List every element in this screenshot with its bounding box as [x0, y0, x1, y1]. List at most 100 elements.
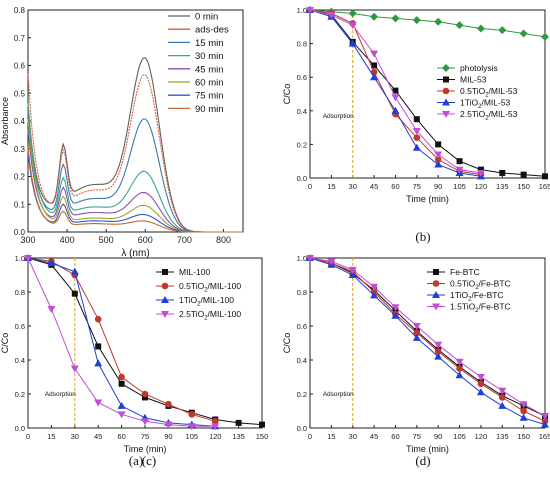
- data-point: [519, 413, 528, 421]
- y-tick-label: 0.6: [14, 62, 26, 71]
- data-point: [327, 12, 336, 20]
- x-tick-label: 500: [99, 235, 114, 245]
- y-tick-label: 0.5: [14, 89, 26, 98]
- legend-label: photolysis: [460, 63, 498, 73]
- legend-name: MIL-100: [179, 267, 210, 277]
- data-point: [413, 134, 421, 141]
- panel-caption: (b): [415, 229, 430, 244]
- legend-subscript: 2: [197, 302, 201, 308]
- data-point: [434, 341, 443, 349]
- data-point: [235, 419, 242, 426]
- x-axis-label: λ (nm): [121, 248, 149, 259]
- data-point: [434, 352, 443, 360]
- legend-suffix: /MIL-53: [489, 109, 518, 119]
- data-point: [348, 22, 357, 30]
- adsorption-label: Adsorption: [323, 391, 354, 398]
- legend-marker: [161, 282, 169, 290]
- data-point: [370, 50, 379, 58]
- data-point: [455, 371, 464, 379]
- panel-d: 0 15 30 45 60 75 90 105 120 135 150 165 0.0 0.2 0.4 0.6…: [282, 254, 550, 468]
- legend-marker: [442, 87, 450, 95]
- y-axis-label: C/Co: [282, 333, 292, 354]
- data-point: [348, 271, 357, 278]
- legend-suffix: /Fe-BTC: [471, 290, 503, 300]
- x-tick-label: 90: [164, 432, 172, 441]
- x-tick-label: 60: [391, 182, 399, 191]
- data-point: [476, 169, 485, 177]
- data-point: [542, 173, 548, 180]
- x-tick-label: 400: [60, 235, 75, 245]
- data-point: [164, 421, 173, 429]
- legend-marker: [161, 296, 169, 303]
- legend-marker: [432, 303, 440, 311]
- data-point: [392, 87, 399, 94]
- y-tick-label: 0.4: [297, 356, 307, 365]
- x-tick-label: 300: [20, 235, 35, 245]
- legend-label: 45 min: [195, 64, 224, 75]
- x-tick-label: 105: [186, 432, 199, 441]
- x-tick-label: 165: [539, 182, 550, 191]
- y-tick-label: 0.2: [15, 390, 25, 399]
- legend-suffix: /MIL-100: [208, 281, 242, 291]
- data-point: [327, 258, 336, 266]
- data-point: [94, 315, 102, 323]
- data-point: [476, 24, 485, 33]
- x-tick-label: 75: [141, 432, 149, 441]
- x-tick-label: 15: [47, 432, 55, 441]
- data-point: [47, 306, 56, 313]
- legend-suffix: /Fe-BTC: [479, 302, 511, 312]
- x-tick-label: 0: [26, 432, 30, 441]
- panel-b: 0 15 30 45 60 75 90 105 120 135 150 165 0.0 0.2 0.4 0.6…: [282, 6, 550, 244]
- data-point: [456, 158, 463, 165]
- data-point: [348, 266, 357, 274]
- series-line: [309, 257, 546, 426]
- panel-caption: (a): [129, 453, 143, 468]
- adsorption-label: Adsorption: [45, 391, 76, 398]
- legend-suffix: /MIL-53: [481, 98, 510, 108]
- x-tick-label: 700: [177, 235, 192, 245]
- x-tick-label: 150: [517, 432, 530, 441]
- y-axis-label: Absorbance: [0, 97, 10, 145]
- legend-marker: [442, 98, 450, 106]
- plot-frame: [309, 257, 546, 429]
- legend-label: 1TiO2/MIL-100: [179, 295, 234, 308]
- x-axis-label: Time (min): [124, 444, 167, 454]
- panel-a: 300 400 500 600 700 8000.00.10.20.30.40.50.60…: [0, 6, 244, 468]
- data-point: [118, 373, 125, 381]
- x-tick-label: 30: [349, 182, 357, 191]
- data-point: [412, 143, 421, 151]
- data-point: [519, 401, 528, 409]
- legend-label: MIL-53: [460, 75, 487, 85]
- legend-name: MIL-53: [460, 75, 487, 85]
- legend-label: 15 min: [195, 38, 224, 49]
- legend-label: 2.5TiO2/MIL-100: [179, 309, 241, 322]
- panel-caption: (d): [415, 453, 430, 468]
- data-point: [520, 171, 527, 178]
- x-tick-label: 90: [434, 432, 442, 441]
- data-point: [455, 21, 464, 30]
- data-point: [434, 156, 442, 163]
- data-point: [370, 12, 379, 21]
- data-point: [370, 73, 379, 81]
- data-point: [434, 160, 443, 168]
- legend-marker: [442, 64, 450, 72]
- data-point: [142, 394, 148, 401]
- data-point: [117, 401, 126, 409]
- data-point: [434, 151, 443, 159]
- y-tick-label: 0.8: [297, 288, 307, 297]
- legend-name: 0.5TiO: [179, 281, 205, 291]
- x-tick-label: 15: [327, 432, 335, 441]
- x-tick-label: 45: [370, 432, 378, 441]
- x-tick-label: 60: [391, 432, 399, 441]
- plot-frame: [309, 9, 546, 179]
- legend-name: 1.5TiO: [450, 302, 476, 312]
- y-tick-label: 1.0: [297, 254, 307, 263]
- x-tick-label: 45: [370, 182, 378, 191]
- y-axis-label: C/Co: [0, 333, 10, 354]
- data-point: [391, 14, 400, 23]
- data-point: [456, 365, 463, 372]
- legend-name: 0.5TiO: [450, 279, 476, 289]
- data-point: [306, 255, 314, 262]
- x-tick-label: 135: [496, 182, 509, 191]
